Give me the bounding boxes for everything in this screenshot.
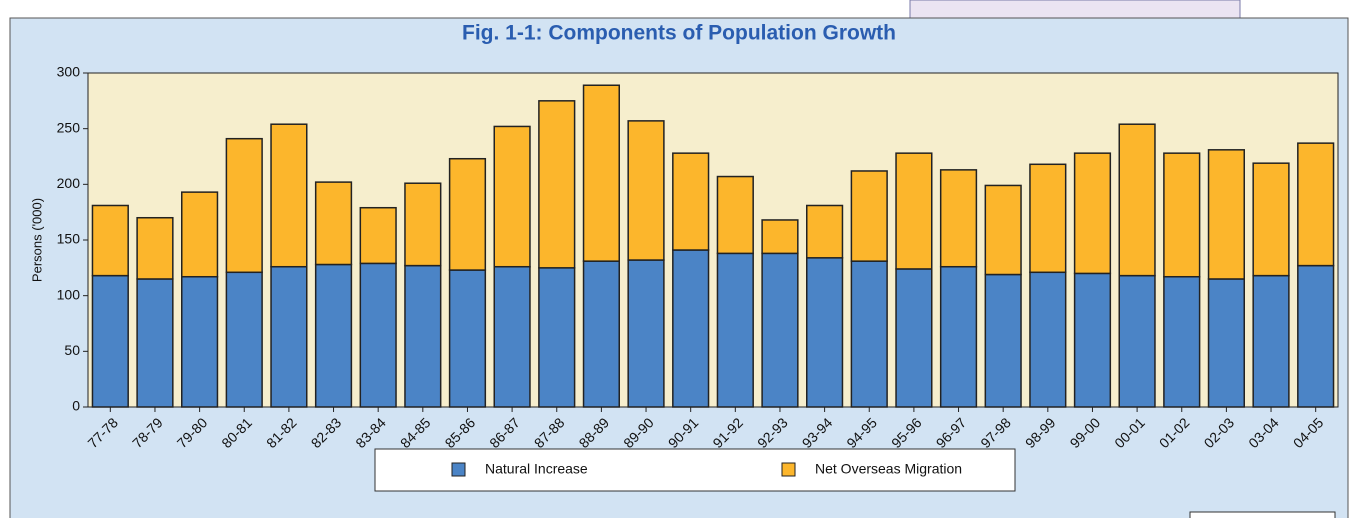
bar-segment xyxy=(850,170,888,262)
bar-segment xyxy=(1297,264,1335,408)
bar-segment xyxy=(716,175,754,255)
bar-segment xyxy=(1252,162,1290,277)
bar-segment xyxy=(984,273,1022,408)
bar-segment xyxy=(448,269,487,408)
bar-segment xyxy=(895,152,933,270)
bar-segment xyxy=(806,257,844,408)
bar-segment xyxy=(493,265,531,408)
y-tick-label: 300 xyxy=(57,64,81,80)
bar-segment xyxy=(359,262,397,408)
bar-segment xyxy=(91,204,129,277)
y-tick-label: 250 xyxy=(57,119,81,135)
y-tick-label: 200 xyxy=(57,175,81,191)
bar-segment xyxy=(1163,275,1201,408)
legend-swatch xyxy=(451,462,466,477)
bar-segment xyxy=(1163,152,1201,278)
legend-swatch xyxy=(781,462,796,477)
bar-segment xyxy=(493,125,531,268)
bar-segment xyxy=(761,252,799,408)
y-tick-label: 100 xyxy=(57,286,81,302)
legend-label: Net Overseas Migration xyxy=(815,461,962,477)
bar-segment xyxy=(404,264,442,408)
bar-segment xyxy=(627,259,665,408)
bar-segment xyxy=(806,204,844,259)
bar-segment xyxy=(404,182,442,267)
bar-segment xyxy=(984,184,1022,276)
bar-segment xyxy=(270,265,308,408)
y-axis-label: Persons ('000) xyxy=(29,198,44,282)
bar-segment xyxy=(359,206,397,265)
bar-segment xyxy=(1118,274,1156,408)
y-tick-label: 50 xyxy=(64,342,80,358)
bar-segment xyxy=(1073,152,1112,275)
bar-segment xyxy=(672,249,710,408)
bar-segment xyxy=(582,260,620,408)
bar-segment xyxy=(716,252,754,408)
bar-segment xyxy=(314,263,353,408)
bar-segment xyxy=(314,181,353,266)
chart-title: Fig. 1-1: Components of Population Growt… xyxy=(462,22,896,45)
bar-segment xyxy=(627,120,665,261)
bar-segment xyxy=(1029,163,1067,274)
bar-segment xyxy=(1252,274,1290,408)
bar-segment xyxy=(1207,149,1246,280)
bar-segment xyxy=(1118,123,1156,277)
bar-segment xyxy=(1207,278,1246,408)
bar-segment xyxy=(672,152,710,251)
bar-segment xyxy=(270,123,308,268)
bar-segment xyxy=(939,265,978,408)
bar-segment xyxy=(1029,271,1067,408)
bar-segment xyxy=(448,157,487,271)
y-tick-label: 150 xyxy=(57,231,81,247)
bar-segment xyxy=(181,191,219,278)
bar-segment xyxy=(895,268,933,408)
bar-segment xyxy=(181,275,219,408)
top-box xyxy=(909,0,1241,19)
bar-segment xyxy=(136,278,174,408)
bar-segment xyxy=(850,260,888,408)
bar-segment xyxy=(225,137,263,274)
y-tick-label: 0 xyxy=(72,398,80,414)
bar-segment xyxy=(761,219,799,255)
legend-label: Natural Increase xyxy=(485,461,588,477)
legend xyxy=(374,448,1016,492)
bar-segment xyxy=(225,271,263,408)
bar-segment xyxy=(136,216,174,280)
bar-segment xyxy=(91,274,129,408)
bottom-box xyxy=(1189,511,1336,518)
bar-segment xyxy=(582,84,620,262)
bar-segment xyxy=(939,169,978,268)
bar-segment xyxy=(538,100,576,269)
bar-segment xyxy=(1073,272,1112,408)
bar-segment xyxy=(1297,142,1335,267)
bar-segment xyxy=(538,267,576,408)
